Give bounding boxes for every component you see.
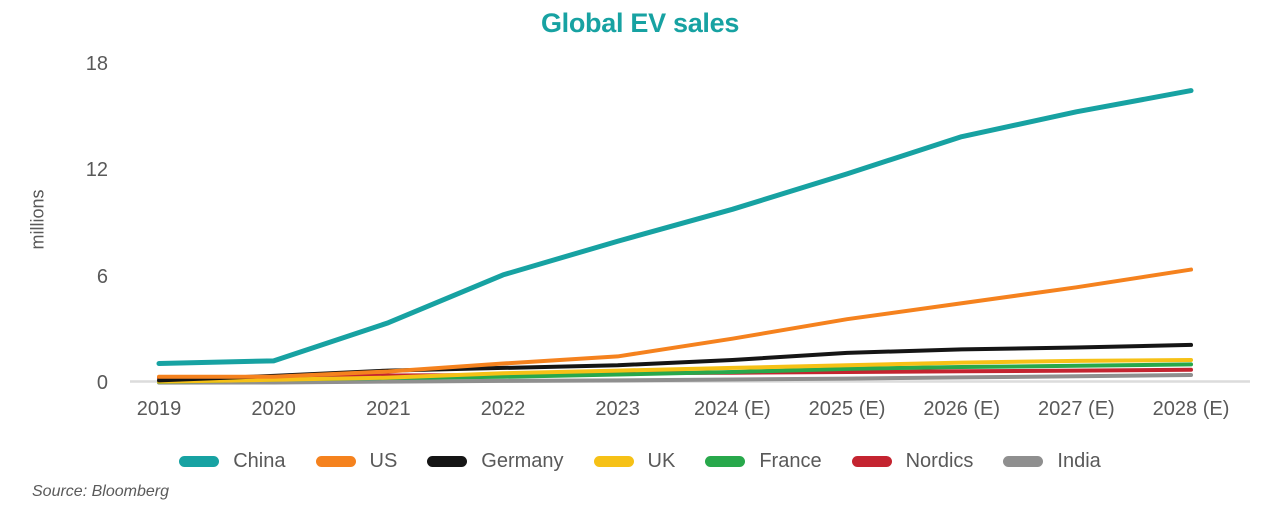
legend-swatch-uk — [593, 456, 634, 467]
y-tick-label: 0 — [96, 372, 108, 394]
series-line-us — [157, 267, 1194, 379]
legend-item-us: US — [315, 450, 398, 473]
legend-label: Germany — [481, 450, 564, 472]
legend-item-nordics: Nordics — [851, 450, 974, 473]
x-tick-label: 2023 — [595, 398, 640, 420]
legend-swatch-france — [705, 456, 746, 467]
series-line-uk — [157, 357, 1194, 384]
x-tick-label: 2019 — [136, 398, 182, 420]
legend-swatch-china — [179, 456, 220, 467]
x-tick-label: 2026 (E) — [923, 398, 1001, 420]
x-tick-label: 2020 — [251, 398, 296, 420]
y-tick-label: 12 — [85, 159, 108, 182]
legend-item-india: India — [1003, 450, 1101, 473]
x-tick-label: 2022 — [480, 398, 526, 420]
legend: China US Germany UK France Nordics India — [0, 450, 1280, 473]
series-line-china — [156, 88, 1194, 367]
legend-label: France — [759, 450, 822, 472]
chart-title: Global EV sales — [540, 8, 740, 38]
legend-item-uk: UK — [593, 450, 676, 473]
legend-swatch-germany — [427, 456, 468, 467]
legend-label: Nordics — [905, 450, 974, 472]
legend-label: US — [369, 450, 398, 472]
x-tick-label: 2025 (E) — [808, 398, 886, 420]
legend-swatch-nordics — [851, 456, 892, 467]
x-tick-label: 2024 (E) — [693, 398, 771, 420]
x-tick-label: 2027 (E) — [1038, 398, 1115, 420]
x-tick-label: 2028 (E) — [1152, 398, 1230, 420]
legend-item-france: France — [705, 450, 822, 473]
legend-label: China — [233, 450, 286, 472]
y-tick-label: 6 — [96, 265, 108, 288]
legend-swatch-india — [1003, 456, 1044, 467]
x-tick-label: 2021 — [366, 398, 411, 420]
legend-item-germany: Germany — [427, 450, 564, 473]
legend-label: India — [1057, 450, 1101, 472]
y-tick-label: 18 — [85, 53, 108, 75]
legend-label: UK — [647, 450, 676, 472]
legend-swatch-us — [315, 456, 356, 467]
legend-item-china: China — [179, 450, 286, 473]
series-line-india — [157, 373, 1194, 385]
source-note: Source: Bloomberg — [32, 483, 169, 500]
